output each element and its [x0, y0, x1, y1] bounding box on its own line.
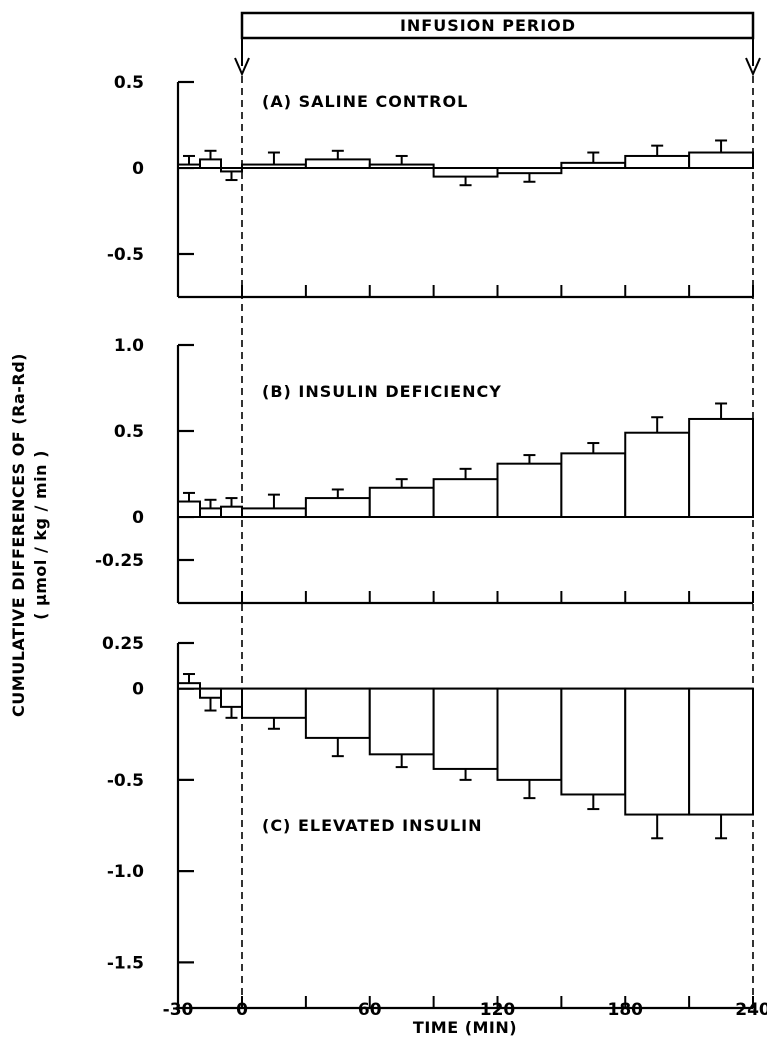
y-tick-label: 0	[132, 159, 144, 179]
x-tick-label: 180	[608, 1000, 644, 1020]
bar	[496, 167, 563, 175]
panel-title: (A) SALINE CONTROL	[262, 92, 468, 111]
bar	[496, 462, 563, 518]
bar	[368, 687, 435, 756]
x-tick-label: 0	[236, 1000, 248, 1020]
bar	[624, 431, 691, 518]
y-tick-label: -0.25	[95, 551, 144, 571]
y-tick-label: 0.25	[102, 634, 144, 654]
bar	[624, 154, 691, 170]
bar	[496, 687, 563, 781]
bar	[177, 682, 201, 690]
bar	[177, 500, 201, 518]
bar	[688, 151, 754, 170]
bar	[220, 167, 243, 173]
panel-title: (C) ELEVATED INSULIN	[262, 816, 483, 835]
y-axis-units: ( μmol / kg / min )	[31, 450, 50, 620]
bar	[304, 687, 371, 739]
infusion-start-arrowhead	[234, 57, 250, 77]
bar	[688, 687, 754, 816]
bar	[199, 507, 222, 518]
panel-b: 1.0 0.5 0 -0.25 (B) INSULIN DEFICIENCY	[95, 336, 754, 605]
bar	[220, 687, 243, 708]
bar	[688, 417, 754, 518]
x-tick-label: 120	[480, 1000, 516, 1020]
x-tick-label: 240	[735, 1000, 767, 1020]
panel-title: (B) INSULIN DEFICIENCY	[262, 382, 502, 401]
infusion-period-box	[240, 11, 755, 40]
y-tick-label: -1.0	[107, 862, 144, 882]
y-tick-label: 0	[132, 508, 144, 528]
bar	[368, 486, 435, 519]
y-tick-label: 1.0	[114, 336, 144, 356]
y-tick-label: 0.5	[114, 73, 144, 93]
infusion-period-label: INFUSION PERIOD	[400, 16, 576, 35]
bar	[432, 687, 499, 770]
x-tick-label: -30	[163, 1000, 194, 1020]
x-tick-label: 60	[358, 1000, 382, 1020]
bar	[199, 158, 222, 169]
bar	[560, 687, 627, 796]
panel-a: 0.5 0 -0.5 (A) SALINE CONTROL	[107, 73, 754, 299]
x-axis-title: TIME (MIN)	[413, 1018, 517, 1037]
bar	[624, 687, 691, 816]
chart-panels: 0.5 0 -0.5 (A) SALINE CONTROL 1.0 0.5 0 -0.25 (B…	[95, 73, 754, 1010]
y-axis-title-group: CUMULATIVE DIFFERENCES OF (Ra-Rd) ( μmol…	[9, 353, 50, 717]
x-axis-tick-labels: -30 0 60 120 180 240	[163, 1000, 767, 1020]
bar	[560, 452, 627, 518]
panel-c: 0.25 0 -0.5 -1.0 -1.5 (C) ELEVATED INSULIN	[102, 634, 754, 1010]
y-tick-label: 0.5	[114, 422, 144, 442]
y-tick-label: -1.5	[107, 953, 144, 973]
bar	[241, 687, 307, 719]
bar	[177, 163, 201, 169]
bar	[432, 478, 499, 519]
bar	[199, 687, 222, 699]
bar	[241, 163, 307, 169]
bar	[220, 505, 243, 518]
bar	[432, 167, 499, 178]
infusion-end-arrowhead	[745, 57, 761, 77]
bar	[241, 507, 307, 518]
bar	[304, 497, 371, 518]
infusion-period-bracket: INFUSION PERIOD	[234, 11, 761, 77]
y-tick-label: 0	[132, 680, 144, 700]
y-tick-label: -0.5	[107, 771, 144, 791]
bar	[560, 161, 627, 169]
bar	[304, 158, 371, 169]
y-tick-label: -0.5	[107, 245, 144, 265]
y-axis-title: CUMULATIVE DIFFERENCES OF (Ra-Rd)	[9, 353, 28, 717]
bar	[368, 163, 435, 169]
